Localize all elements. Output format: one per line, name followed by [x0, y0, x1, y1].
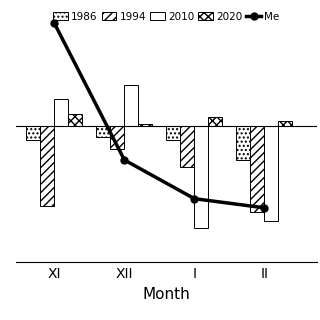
- Bar: [250, 126, 264, 212]
- X-axis label: Month: Month: [142, 287, 190, 302]
- Line: Me: Me: [51, 20, 268, 211]
- Bar: [139, 124, 152, 126]
- Bar: [68, 115, 83, 126]
- Bar: [96, 126, 110, 137]
- Bar: [180, 126, 194, 167]
- Bar: [194, 126, 208, 228]
- Bar: [208, 117, 222, 126]
- Bar: [110, 126, 124, 148]
- Me: [52, 21, 56, 25]
- Bar: [54, 99, 68, 126]
- Legend: 1986, 1994, 2010, 2020, Me: 1986, 1994, 2010, 2020, Me: [53, 12, 279, 22]
- Bar: [27, 126, 41, 140]
- Bar: [124, 85, 139, 126]
- Bar: [166, 126, 180, 140]
- Bar: [236, 126, 250, 160]
- Bar: [264, 126, 278, 221]
- Bar: [278, 121, 292, 126]
- Me: [262, 206, 266, 210]
- Me: [192, 197, 196, 201]
- Me: [123, 158, 126, 162]
- Bar: [41, 126, 54, 205]
